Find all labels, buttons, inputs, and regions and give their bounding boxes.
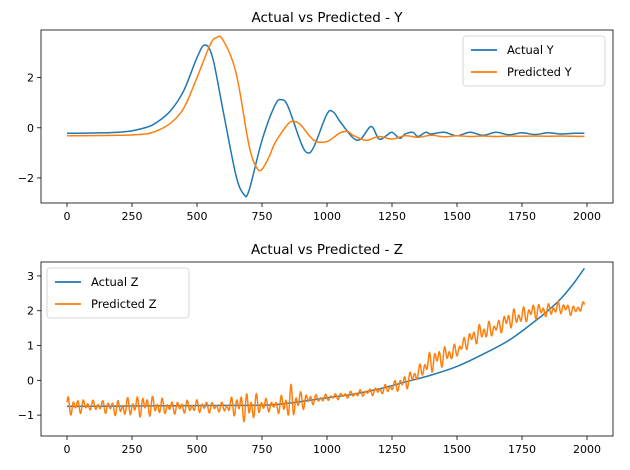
y-tick-label: 2: [27, 72, 34, 85]
y-tick-label: −1: [18, 409, 34, 422]
subplot-2: Actual vs Predicted - Z 0 250 500 750 1000 125…: [18, 242, 614, 456]
x-tick-label: 2000: [573, 443, 601, 456]
legend-box: [462, 35, 606, 87]
y-tick-label: −2: [18, 172, 34, 185]
plot-lines: [66, 267, 586, 423]
x-tick-label: 0: [64, 210, 71, 223]
y-tick-label: 3: [27, 270, 34, 283]
legend: Actual Y Predicted Y: [462, 35, 606, 87]
plot-lines: [66, 35, 585, 198]
x-tick-label: 1750: [508, 210, 536, 223]
legend-label: Actual Y: [507, 43, 555, 57]
x-tick-label: 250: [122, 443, 143, 456]
x-tick-label: 250: [122, 210, 143, 223]
x-tick-label: 750: [252, 443, 273, 456]
legend: Actual Z Predicted Z: [46, 267, 190, 319]
y-tick-label: 0: [27, 374, 34, 387]
x-tick-label: 500: [187, 210, 208, 223]
legend-label: Predicted Y: [507, 65, 573, 79]
x-tick-label: 750: [252, 210, 273, 223]
y-tick-label: 0: [27, 122, 34, 135]
x-tick-label: 2000: [573, 210, 601, 223]
series-line: [66, 35, 585, 172]
x-tick-label: 1000: [313, 443, 341, 456]
subplot-1: Actual vs Predicted - Y 0 250 500 750 1000 125…: [18, 10, 614, 223]
x-tick-label: 1500: [443, 443, 471, 456]
x-tick-label: 500: [187, 443, 208, 456]
series-line: [66, 300, 586, 423]
legend-label: Actual Z: [91, 275, 139, 289]
y-tick-label: 1: [27, 340, 34, 353]
x-tick-label: 1000: [313, 210, 341, 223]
chart-title: Actual vs Predicted - Y: [252, 10, 404, 26]
x-tick-label: 1500: [443, 210, 471, 223]
x-tick-label: 1250: [378, 443, 406, 456]
chart-title: Actual vs Predicted - Z: [251, 242, 403, 258]
series-line: [66, 44, 585, 198]
x-tick-label: 1750: [508, 443, 536, 456]
x-tick-label: 0: [64, 443, 71, 456]
y-tick-label: 2: [27, 305, 34, 318]
x-tick-label: 1250: [378, 210, 406, 223]
legend-box: [46, 267, 190, 319]
legend-label: Predicted Z: [91, 297, 157, 311]
